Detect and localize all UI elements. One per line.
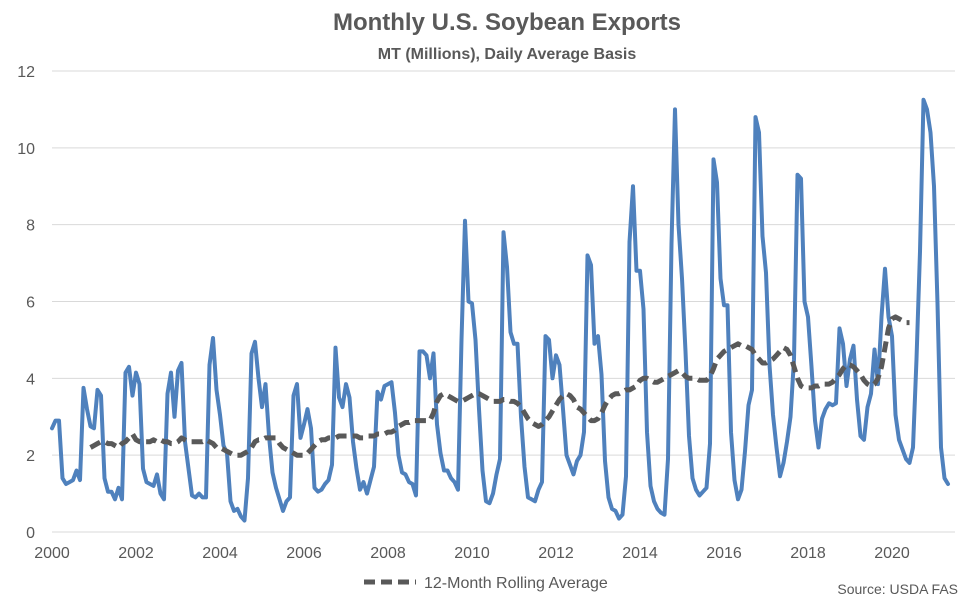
x-axis-ticks: 2000 2002 2004 2006 2008 2010 2012 2014 2016 2018… (34, 545, 910, 562)
x-tick-label: 2014 (622, 545, 658, 562)
series-line-rolling-average (89, 314, 910, 458)
x-tick-label: 2010 (454, 545, 490, 562)
y-tick-label: 6 (26, 295, 35, 312)
series-line-monthly-exports (50, 97, 950, 523)
x-tick-label: 2002 (118, 545, 154, 562)
chart-title: Monthly U.S. Soybean Exports (333, 9, 681, 36)
legend-label-rolling-average: 12-Month Rolling Average (424, 575, 608, 592)
chart-subtitle: MT (Millions), Daily Average Basis (378, 46, 637, 63)
x-tick-label: 2020 (874, 545, 910, 562)
x-tick-label: 2016 (706, 545, 742, 562)
x-tick-label: 2000 (34, 545, 70, 562)
x-tick-label: 2006 (286, 545, 322, 562)
y-tick-label: 4 (26, 371, 35, 388)
y-axis-ticks: 0 2 4 6 8 10 12 (17, 64, 35, 542)
x-tick-label: 2008 (370, 545, 406, 562)
y-tick-label: 0 (26, 525, 35, 542)
y-tick-label: 10 (17, 141, 35, 158)
source-note: Source: USDA FAS (837, 581, 958, 597)
legend: 12-Month Rolling Average (364, 575, 608, 592)
y-tick-label: 2 (26, 448, 35, 465)
x-tick-label: 2018 (790, 545, 826, 562)
x-tick-label: 2012 (538, 545, 574, 562)
y-tick-label: 8 (26, 218, 35, 235)
y-tick-label: 12 (17, 64, 35, 81)
series-group (50, 97, 950, 523)
x-tick-label: 2004 (202, 545, 238, 562)
